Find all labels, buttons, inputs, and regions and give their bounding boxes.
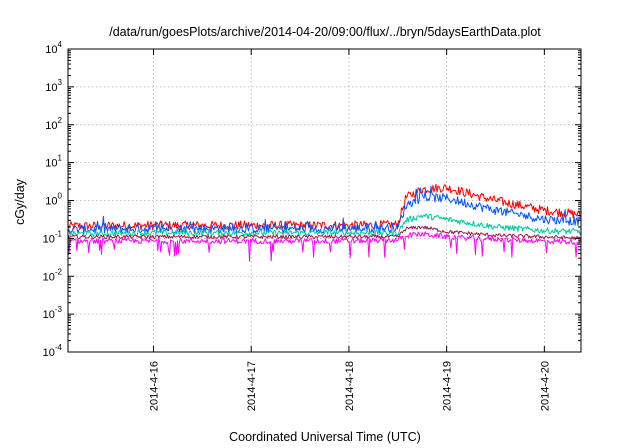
y-axis-label: cGy/day <box>13 178 27 225</box>
chart-title: /data/run/goesPlots/archive/2014-04-20/0… <box>109 25 541 39</box>
x-tick-label: 2014-4-20 <box>539 361 551 411</box>
x-tick-label: 2014-4-19 <box>442 361 454 411</box>
y-tick-label: 100 <box>45 192 62 208</box>
x-tick-label: 2014-4-16 <box>149 361 161 411</box>
grid <box>68 49 581 352</box>
y-tick-label: 101 <box>45 154 62 170</box>
series-line <box>67 213 582 238</box>
y-tick-label: 104 <box>45 40 62 56</box>
y-tick-label: 103 <box>45 78 62 94</box>
y-tick-label: 10-2 <box>43 267 63 283</box>
series-line <box>67 225 582 241</box>
x-axis-label: Coordinated Universal Time (UTC) <box>229 430 421 444</box>
series-line <box>67 231 582 262</box>
series-line <box>67 183 582 231</box>
series-line <box>67 185 582 235</box>
x-tick-label: 2014-4-17 <box>246 361 258 411</box>
axis-ticks: 10-4 10-3 10-2 10-1 100 101 102 103 104 2014-4-16… <box>43 40 581 411</box>
y-tick-label: 10-1 <box>43 229 63 245</box>
data-series <box>67 183 582 262</box>
x-tick-label: 2014-4-18 <box>344 361 356 411</box>
y-tick-label: 10-4 <box>43 343 63 359</box>
y-tick-label: 10-3 <box>43 305 63 321</box>
y-tick-label: 102 <box>45 116 62 132</box>
